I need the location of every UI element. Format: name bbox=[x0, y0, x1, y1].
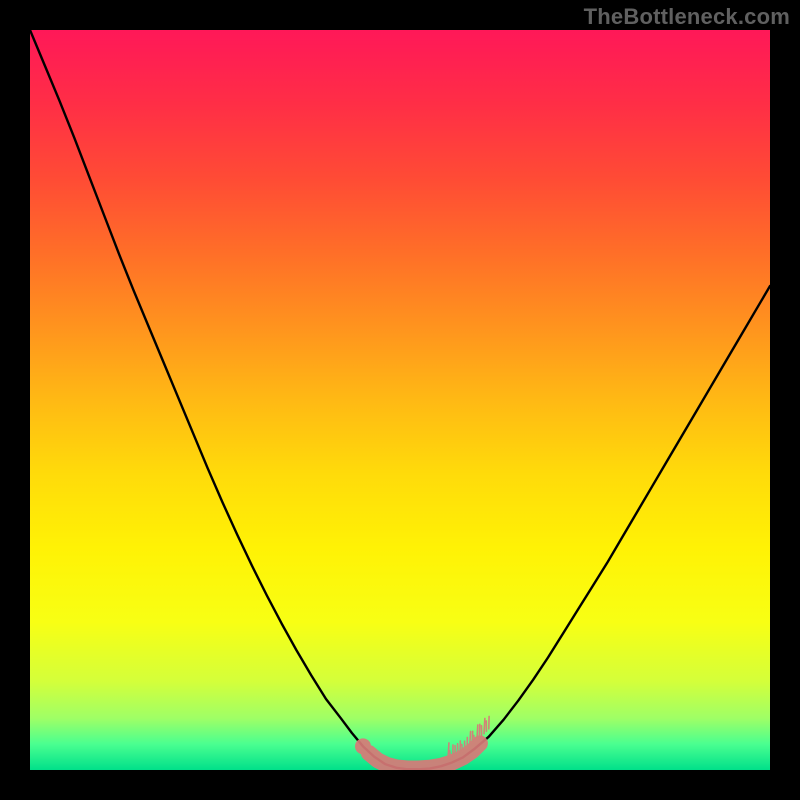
gradient-background bbox=[30, 30, 770, 770]
marker-bristle bbox=[448, 743, 449, 758]
plot-svg bbox=[30, 30, 770, 770]
marker-bristle bbox=[474, 735, 475, 743]
chart-container: TheBottleneck.com bbox=[0, 0, 800, 800]
marker-bristle bbox=[470, 731, 471, 747]
plot-area bbox=[30, 30, 770, 770]
watermark-text: TheBottleneck.com bbox=[584, 4, 790, 30]
marker-bristle bbox=[479, 724, 480, 738]
marker-bristle bbox=[462, 744, 463, 752]
marker-bristle bbox=[477, 725, 478, 741]
marker-bristle bbox=[484, 718, 485, 733]
marker-bristle bbox=[450, 751, 451, 758]
marker-bristle bbox=[472, 731, 473, 745]
marker-dot bbox=[355, 738, 371, 754]
